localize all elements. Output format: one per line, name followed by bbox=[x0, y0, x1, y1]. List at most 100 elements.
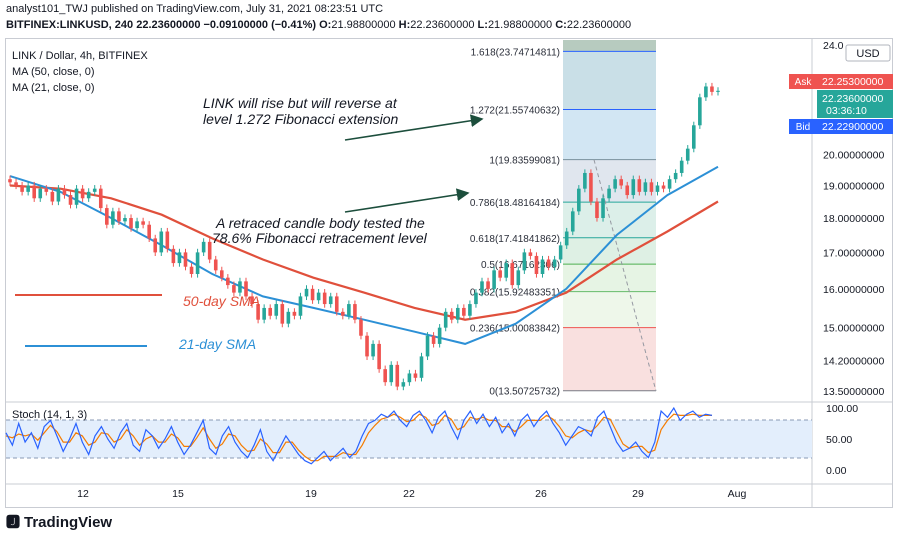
high-value: 22.23600000 bbox=[410, 19, 475, 31]
candle-body bbox=[443, 311, 448, 328]
candle-body bbox=[20, 185, 24, 192]
candle-body bbox=[201, 241, 206, 253]
candle-body bbox=[219, 270, 224, 278]
fib-trend-line bbox=[593, 159, 657, 392]
candle-body bbox=[540, 259, 545, 274]
candle-body bbox=[111, 211, 115, 225]
candle-body bbox=[474, 292, 478, 305]
candle-body bbox=[655, 185, 660, 192]
bid-tag bbox=[789, 119, 817, 134]
sma50-line bbox=[9, 184, 719, 321]
fib-zone bbox=[563, 264, 656, 292]
publisher-text: analyst101_TWJ published on TradingView.… bbox=[6, 3, 384, 15]
time-tick: 19 bbox=[305, 488, 317, 500]
candle-body bbox=[153, 238, 158, 253]
candle-body bbox=[558, 245, 563, 260]
candle-body bbox=[498, 270, 502, 278]
price-tick: 15.00000000 bbox=[823, 323, 884, 335]
candle-body bbox=[226, 277, 230, 286]
candle-body bbox=[292, 311, 297, 316]
candle-body bbox=[171, 248, 176, 264]
candle-body bbox=[334, 296, 339, 312]
candle-body bbox=[92, 188, 97, 192]
candle-body bbox=[704, 86, 708, 98]
price-tick: 13.50000000 bbox=[823, 386, 884, 398]
candle-body bbox=[359, 319, 363, 336]
candle-body bbox=[480, 281, 484, 293]
candle-body bbox=[607, 188, 611, 199]
fibonacci-levels[interactable]: 1.618(23.74714811) 1.272(21.55740632) 1(19… bbox=[470, 47, 657, 398]
open-label: O: bbox=[319, 19, 332, 31]
low-value: 21.98800000 bbox=[487, 19, 553, 31]
retrace-annotation-line1: A retraced candle body tested the bbox=[215, 215, 425, 231]
ask-tag bbox=[789, 74, 817, 89]
stoch-axis: 100.00 50.00 0.00 bbox=[826, 403, 858, 477]
candle-body bbox=[377, 343, 381, 370]
fibonacci-zones[interactable] bbox=[563, 40, 656, 391]
candle-body bbox=[322, 292, 327, 305]
candle-body bbox=[177, 252, 182, 264]
candle-body bbox=[44, 188, 49, 192]
price-tick: 19.00000000 bbox=[823, 180, 884, 192]
candle-body bbox=[50, 191, 55, 202]
candle-body bbox=[165, 231, 170, 249]
candle-body bbox=[56, 188, 61, 202]
currency-label[interactable]: USD bbox=[856, 48, 879, 60]
stoch-band bbox=[6, 420, 812, 458]
rise-annotation-line1: LINK will rise but will reverse at bbox=[203, 95, 398, 111]
candle-body bbox=[613, 179, 617, 189]
fib-zone bbox=[563, 327, 656, 391]
candle-body bbox=[625, 185, 630, 196]
candle-body bbox=[389, 364, 394, 383]
candle-body bbox=[455, 307, 460, 320]
fib-label: 1.618(23.74714811) bbox=[471, 47, 560, 58]
candle-body bbox=[667, 179, 672, 189]
ask-price: 22.25300000 bbox=[822, 76, 883, 88]
time-tick: 22 bbox=[403, 488, 415, 500]
price-tick: 14.20000000 bbox=[823, 356, 884, 368]
candle-body bbox=[68, 195, 73, 205]
candle-body bbox=[26, 185, 30, 192]
fib-zone bbox=[563, 202, 656, 238]
candle-body bbox=[449, 311, 454, 320]
candle-body bbox=[431, 335, 436, 344]
candle-body bbox=[105, 208, 109, 225]
last-price-tag: 22.23600000 bbox=[822, 93, 883, 105]
price-tick: 16.00000000 bbox=[823, 284, 884, 296]
stoch-title: Stoch (14, 1, 3) bbox=[12, 409, 87, 421]
legend-ma50: MA (50, close, 0) bbox=[12, 66, 95, 78]
chart-frame bbox=[5, 38, 893, 508]
fib-label: 0.618(17.41841862) bbox=[470, 234, 560, 245]
open-value: 21.98800000 bbox=[331, 19, 396, 31]
candle-body bbox=[649, 182, 654, 192]
candle-body bbox=[159, 231, 164, 253]
price-tick: 18.00000000 bbox=[823, 213, 884, 225]
candle-body bbox=[365, 335, 369, 357]
fib-label: 0.382(15.92483351) bbox=[470, 288, 560, 299]
stoch-d-line bbox=[5, 413, 712, 462]
candle-body bbox=[213, 259, 218, 271]
candle-body bbox=[661, 185, 666, 189]
time-tick: 12 bbox=[77, 488, 89, 500]
time-axis[interactable]: 12 15 19 22 26 29 Aug bbox=[77, 488, 746, 500]
currency-badge[interactable] bbox=[845, 44, 891, 62]
symbol: BITFINEX:LINKUSD, 240 bbox=[6, 19, 134, 31]
candle-body bbox=[286, 311, 291, 324]
candle-body bbox=[595, 201, 599, 219]
candle-body bbox=[298, 296, 303, 316]
candle-body bbox=[691, 125, 696, 149]
retrace-arrow bbox=[344, 188, 470, 213]
rise-annotation-line2: level 1.272 Fibonacci extension bbox=[203, 111, 399, 127]
ask-label: Ask bbox=[795, 77, 813, 88]
retrace-annotation-line2: 78.6% Fibonacci retracement level bbox=[212, 230, 428, 246]
ask-price-box bbox=[817, 74, 893, 89]
candle-body bbox=[238, 281, 242, 293]
candle-body bbox=[328, 296, 333, 305]
rise-arrow bbox=[344, 114, 484, 141]
candle-body bbox=[425, 335, 430, 357]
candle-body bbox=[528, 252, 533, 256]
candle-body bbox=[583, 172, 587, 189]
tradingview-logo[interactable]: 🅹 TradingView bbox=[6, 512, 112, 532]
price-axis[interactable]: 24.0 20.00000000 19.00000000 18.00000000 17.… bbox=[823, 40, 884, 398]
